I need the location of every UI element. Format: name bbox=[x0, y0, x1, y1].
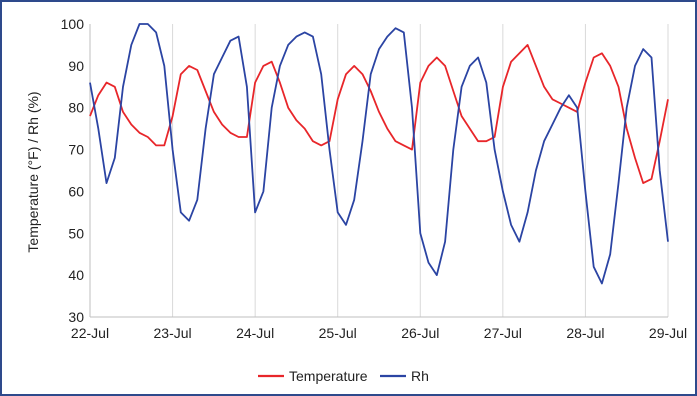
x-tick-label: 29-Jul bbox=[649, 325, 687, 341]
y-tick-label: 50 bbox=[68, 225, 84, 241]
gridlines bbox=[172, 24, 669, 317]
x-tick-label: 27-Jul bbox=[484, 325, 522, 341]
y-tick-label: 100 bbox=[61, 16, 85, 32]
x-tick-label: 28-Jul bbox=[566, 325, 604, 341]
x-tick-label: 26-Jul bbox=[401, 325, 439, 341]
y-tick-label: 70 bbox=[68, 142, 84, 158]
x-tick-label: 24-Jul bbox=[236, 325, 274, 341]
y-axis-title: Temperature (°F) / Rh (%) bbox=[25, 91, 41, 252]
x-tick-label: 25-Jul bbox=[319, 325, 357, 341]
y-tick-label: 40 bbox=[68, 267, 84, 283]
axes bbox=[89, 24, 668, 318]
series-line-temperature bbox=[89, 44, 669, 185]
y-tick-label: 80 bbox=[68, 100, 84, 116]
legend: Temperature Rh bbox=[258, 368, 429, 384]
y-tick-label: 90 bbox=[68, 58, 84, 74]
y-tick-label: 60 bbox=[68, 183, 84, 199]
y-tick-label: 30 bbox=[68, 309, 84, 325]
legend-label-rh: Rh bbox=[411, 368, 429, 384]
legend-label-temperature: Temperature bbox=[289, 368, 368, 384]
tick-labels: 22-Jul 23-Jul 24-Jul 25-Jul 26-Jul 27-Jul 28-J… bbox=[61, 16, 687, 341]
series bbox=[89, 23, 669, 285]
x-tick-label: 23-Jul bbox=[154, 325, 192, 341]
series-line-rh bbox=[89, 23, 669, 285]
x-tick-label: 22-Jul bbox=[71, 325, 109, 341]
